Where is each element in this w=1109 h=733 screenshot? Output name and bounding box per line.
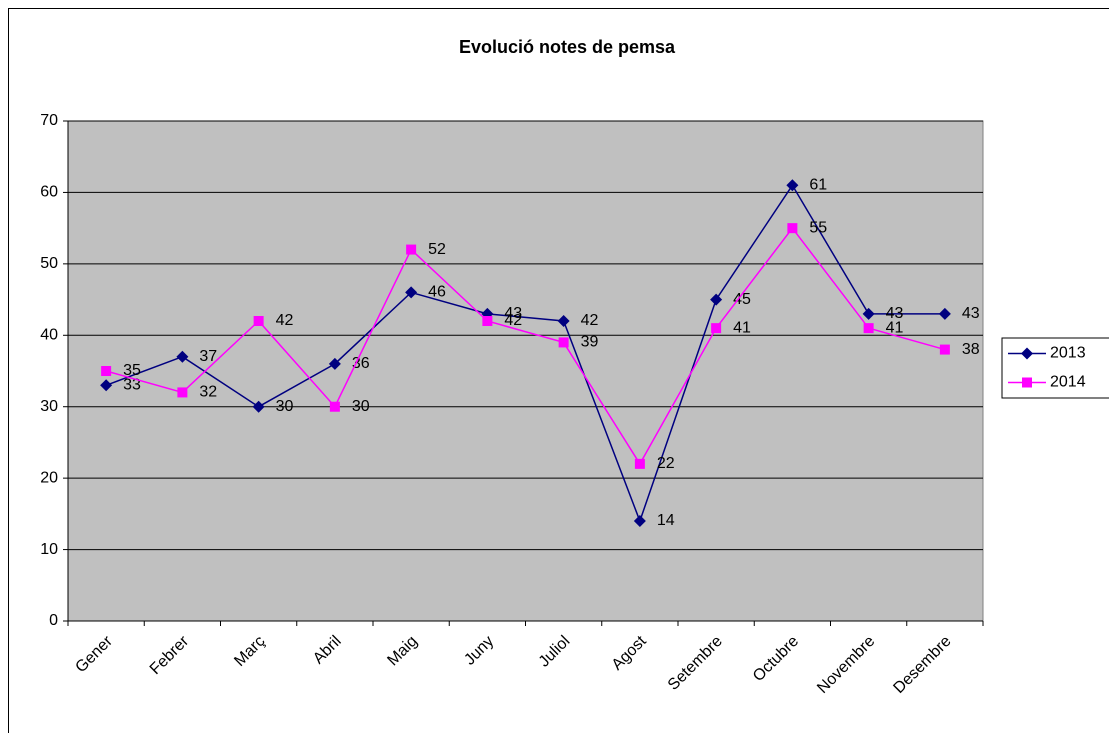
series-line (105, 183, 945, 524)
data-label: 42 (504, 312, 522, 329)
marker (558, 337, 569, 348)
marker (711, 323, 722, 334)
data-label: 14 (657, 512, 675, 529)
data-label: 30 (276, 398, 294, 415)
data-label: 52 (428, 241, 446, 258)
data-label: 43 (504, 305, 522, 322)
legend-marker (1022, 377, 1032, 388)
marker (787, 223, 798, 234)
marker (863, 323, 874, 334)
legend-label: 2014 (1050, 374, 1086, 391)
data-label: 33 (123, 377, 141, 394)
marker (252, 400, 265, 413)
plot-area (67, 120, 984, 622)
legend-label: 2013 (1050, 345, 1086, 362)
data-label: 32 (199, 384, 217, 401)
data-label: 41 (886, 319, 904, 336)
data-label: 42 (581, 312, 599, 329)
y-tick-label: 70 (40, 112, 58, 129)
marker (634, 458, 645, 469)
y-tick-label: 10 (40, 541, 58, 558)
data-label: 30 (352, 398, 370, 415)
data-label: 61 (809, 177, 827, 194)
marker (633, 515, 646, 527)
y-tick-label: 50 (40, 255, 58, 272)
marker (177, 387, 188, 398)
marker (328, 357, 341, 370)
y-tick-label: 60 (40, 184, 58, 201)
y-tick-label: 30 (40, 398, 58, 415)
data-label: 39 (581, 334, 599, 351)
legend-marker (1021, 347, 1033, 360)
marker (101, 366, 112, 376)
marker (862, 307, 875, 320)
data-label: 55 (809, 219, 827, 236)
data-label: 43 (886, 305, 904, 322)
marker (253, 316, 264, 326)
data-label: 45 (733, 291, 751, 308)
marker (329, 401, 340, 412)
data-label: 41 (733, 319, 751, 336)
data-label: 35 (123, 362, 141, 379)
legend-box (1001, 337, 1109, 399)
data-label: 37 (199, 348, 217, 365)
y-tick-label: 0 (49, 612, 58, 629)
marker (100, 379, 113, 392)
marker (786, 179, 799, 192)
marker (938, 307, 951, 320)
data-label: 46 (428, 284, 446, 301)
marker (406, 244, 417, 255)
series-line (105, 226, 946, 466)
y-tick-label: 20 (40, 469, 58, 486)
data-label: 43 (962, 305, 980, 322)
chart-title: Evolució notes de pemsa (459, 37, 676, 57)
marker (557, 315, 570, 327)
marker (405, 286, 418, 299)
data-label: 42 (276, 312, 294, 329)
marker (939, 344, 950, 355)
data-label: 36 (352, 355, 370, 372)
marker (176, 350, 189, 363)
data-label: 22 (657, 455, 675, 472)
y-tick-label: 40 (40, 327, 58, 344)
data-label: 38 (962, 341, 980, 358)
marker (710, 293, 723, 306)
marker (482, 316, 493, 326)
